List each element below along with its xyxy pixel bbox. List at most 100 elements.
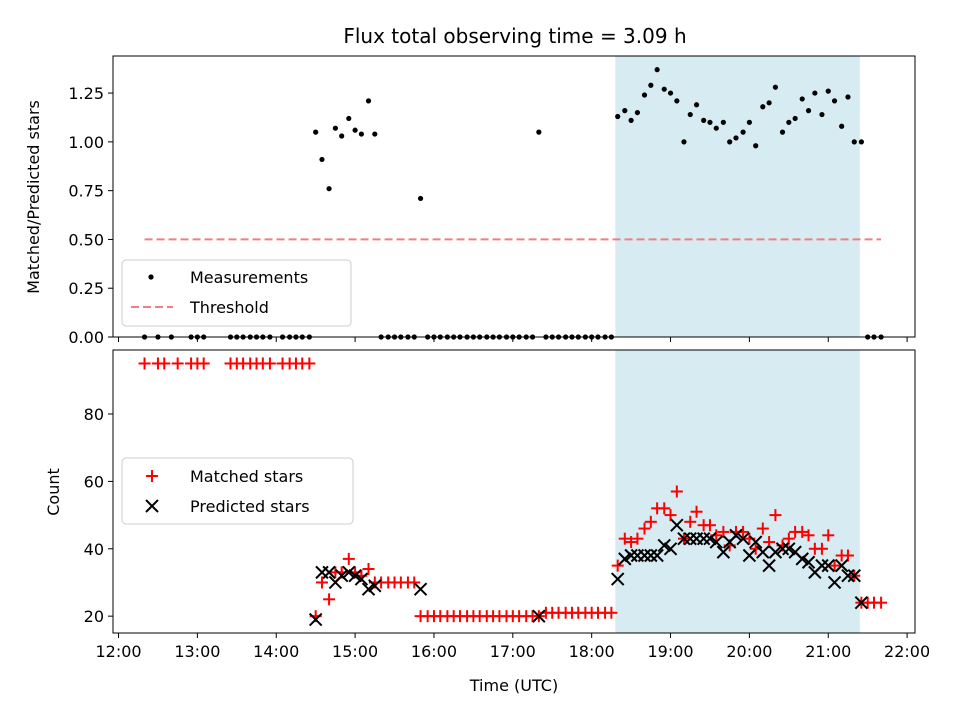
measurement-point (622, 108, 628, 114)
matched-point (782, 532, 795, 545)
measurement-point (674, 98, 680, 104)
matched-point (822, 529, 835, 542)
predicted-point (610, 572, 625, 586)
matched-point (631, 532, 644, 545)
matched-point (263, 357, 276, 370)
observing-span (615, 56, 860, 337)
ratio-panel: 0.00 0.25 0.50 0.75 1.00 1.25 Matched/Predict… (24, 55, 916, 347)
matched-point (763, 536, 776, 549)
x-tick-label: 18:00 (569, 642, 615, 661)
matched-point (796, 525, 809, 538)
predicted-point (322, 565, 336, 580)
predicted-point (413, 582, 428, 596)
count-legend-box (121, 457, 354, 525)
legend-matched-label: Matched stars (190, 467, 303, 486)
measurement-point (786, 119, 792, 125)
measurement-point (779, 129, 786, 135)
y-tick-label: 40 (84, 540, 104, 559)
chart-title: Flux total observing time = 3.09 h (343, 24, 686, 48)
matched-point (690, 505, 703, 518)
predicted-point (841, 569, 855, 583)
predicted-point (368, 579, 382, 593)
x-tick-label: 19:00 (647, 642, 693, 661)
matched-point (717, 525, 730, 538)
matched-point (769, 509, 782, 522)
legend-matched-marker (146, 470, 158, 482)
matched-point (828, 559, 841, 572)
measurement-point (792, 115, 798, 122)
measurement-point (812, 90, 818, 96)
legend-measurements-marker (148, 274, 154, 280)
count-panel: 20 40 60 80 12:00 13:00 14:00 15:00 16:00 17:00 1… (44, 349, 930, 695)
matched-point (605, 606, 618, 619)
matched-point (408, 576, 421, 589)
measurement-point (339, 133, 345, 139)
predicted-point (729, 528, 743, 543)
measurement-point (687, 111, 693, 118)
predicted-point (618, 552, 632, 566)
predicted-point (657, 538, 671, 553)
measurement-point (358, 131, 365, 137)
measurement-point (727, 139, 733, 145)
predicted-point (756, 545, 770, 559)
measurement-point (858, 139, 864, 145)
predicted-point (795, 552, 809, 566)
matched-point (362, 562, 375, 575)
predicted-point (334, 569, 349, 583)
matched-point (638, 522, 651, 535)
measurement-point (825, 88, 831, 94)
x-tick-label: 16:00 (411, 642, 457, 661)
measurement-point (713, 125, 719, 131)
y-tick-label: 0.00 (68, 328, 104, 347)
x-tick-label: 21:00 (805, 642, 851, 661)
y-tick-label: 0.25 (68, 279, 104, 298)
predicted-point (742, 548, 757, 563)
predicted-point (532, 609, 546, 623)
measurement-point (740, 129, 746, 135)
matched-point (841, 549, 854, 562)
matched-point (644, 515, 657, 528)
measurement-point (346, 115, 352, 122)
ratio-legend-box (121, 259, 352, 327)
measurement-point (352, 127, 358, 133)
legend-predicted-label: Predicted stars (190, 497, 310, 516)
measurement-point (839, 123, 845, 129)
predicted-point (775, 542, 790, 556)
measurement-point (641, 92, 648, 98)
measurement-point (365, 98, 372, 104)
matched-point (342, 552, 355, 565)
measurement-point (693, 102, 700, 108)
matched-point (815, 542, 828, 555)
matched-point (171, 357, 184, 370)
measurement-point (681, 139, 687, 145)
matched-point (611, 559, 624, 572)
measurement-point (753, 143, 759, 149)
measurement-point (766, 100, 772, 106)
matched-point (756, 522, 769, 535)
predicted-point (815, 558, 829, 573)
predicted-point (624, 548, 638, 563)
measurement-point (648, 82, 654, 88)
measurement-point (417, 195, 424, 202)
ratio-panel-frame (112, 55, 916, 338)
count-panel-ylabel: Count (44, 468, 63, 516)
series-predicted-stars (308, 518, 869, 627)
measurement-point (536, 129, 542, 135)
matched-point (664, 509, 677, 522)
predicted-point (677, 531, 691, 546)
predicted-point (762, 558, 776, 573)
measurement-point (628, 117, 634, 123)
matched-point (802, 529, 815, 542)
predicted-point (748, 535, 763, 549)
ratio-panel-ylabel: Matched/Predicted stars (24, 100, 43, 294)
y-tick-label: 80 (84, 405, 104, 424)
predicted-point (663, 542, 678, 556)
y-tick-label: 0.50 (68, 230, 104, 249)
measurement-point (831, 98, 838, 104)
observing-span (615, 350, 860, 633)
x-tick-label: 13:00 (174, 642, 220, 661)
predicted-point (308, 612, 323, 627)
measurement-point (772, 84, 779, 90)
measurement-point (372, 131, 378, 137)
